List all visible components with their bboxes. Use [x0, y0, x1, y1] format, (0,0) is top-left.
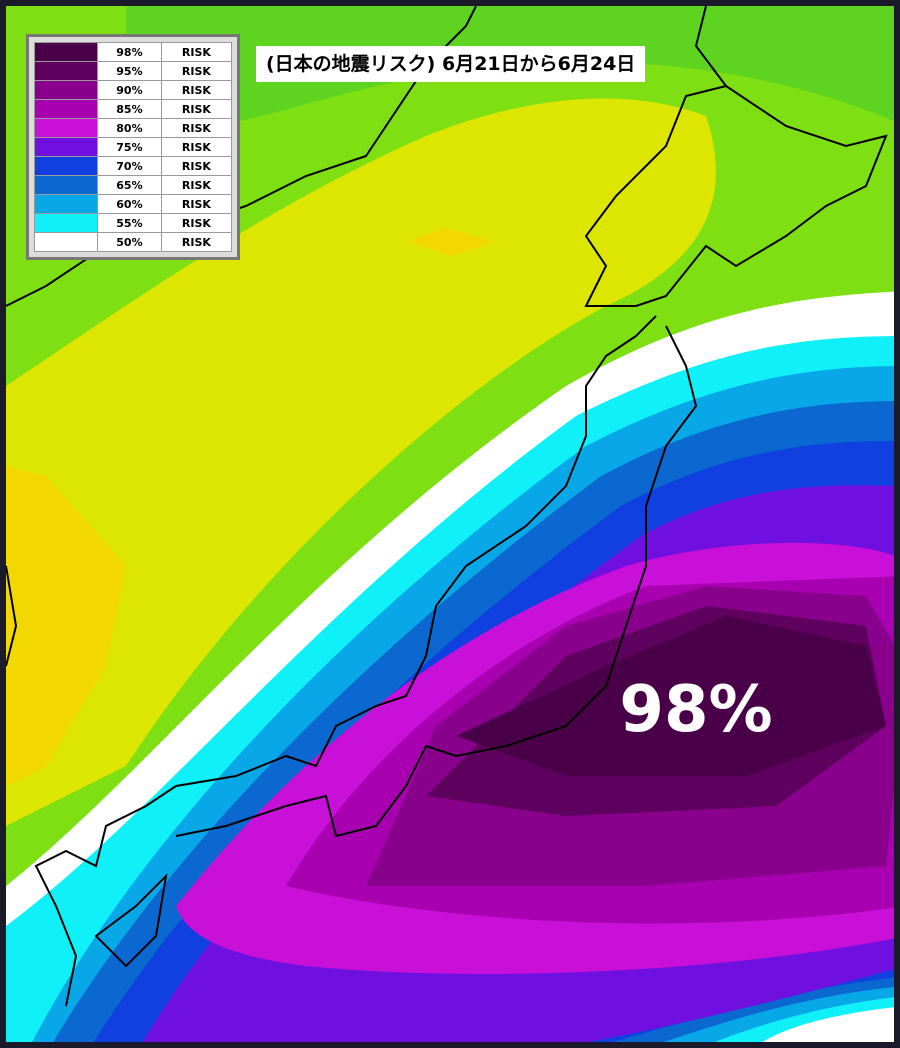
map-title: (日本の地震リスク) 6月21日から6月24日	[256, 46, 646, 82]
legend-label: 55%	[97, 213, 162, 233]
legend-swatch	[34, 99, 98, 119]
legend-row: 75% RISK	[34, 137, 233, 157]
coastline	[694, 6, 727, 87]
legend-row: 95% RISK	[34, 61, 233, 81]
risk-map: 98%	[6, 6, 894, 1042]
orange-zone	[406, 228, 496, 256]
legend-risk: RISK	[160, 194, 233, 214]
legend-risk: RISK	[160, 118, 233, 138]
legend-label: 80%	[97, 118, 162, 138]
legend: 98% RISK 95% RISK 90% RISK 85% RISK 80% RISK 75% RI…	[26, 34, 240, 260]
outer-zone	[126, 6, 894, 131]
legend-row: 85% RISK	[34, 99, 233, 119]
legend-swatch	[34, 156, 98, 176]
legend-row: 90% RISK	[34, 80, 233, 100]
coastline	[34, 315, 657, 1007]
legend-label: 98%	[97, 42, 162, 62]
yellow-zone	[6, 98, 716, 827]
legend-row: 55% RISK	[34, 213, 233, 233]
legend-swatch	[34, 175, 98, 195]
legend-swatch	[34, 137, 98, 157]
legend-label: 70%	[97, 156, 162, 176]
legend-risk: RISK	[160, 213, 233, 233]
legend-risk: RISK	[160, 137, 233, 157]
legend-row: 70% RISK	[34, 156, 233, 176]
legend-risk: RISK	[160, 61, 233, 81]
risk-band	[456, 616, 886, 776]
legend-row: 80% RISK	[34, 118, 233, 138]
legend-risk: RISK	[160, 42, 233, 62]
legend-swatch	[34, 61, 98, 81]
legend-risk: RISK	[160, 99, 233, 119]
legend-label: 50%	[97, 232, 162, 252]
coastline	[175, 325, 698, 838]
legend-row: 98% RISK	[34, 42, 233, 62]
legend-swatch	[34, 42, 98, 62]
legend-label: 90%	[97, 80, 162, 100]
legend-table: 98% RISK 95% RISK 90% RISK 85% RISK 80% RISK 75% RI…	[34, 42, 233, 252]
coastline	[94, 873, 168, 968]
legend-swatch	[34, 194, 98, 214]
legend-label: 65%	[97, 175, 162, 195]
coastline	[584, 84, 888, 307]
legend-label: 95%	[97, 61, 162, 81]
risk-bands	[6, 291, 894, 1042]
coastline	[6, 565, 18, 667]
legend-risk: RISK	[160, 175, 233, 195]
legend-label: 60%	[97, 194, 162, 214]
legend-row: 65% RISK	[34, 175, 233, 195]
legend-swatch	[34, 232, 98, 252]
legend-row: 60% RISK	[34, 194, 233, 214]
orange-zone	[6, 466, 126, 786]
legend-swatch	[34, 118, 98, 138]
legend-label: 75%	[97, 137, 162, 157]
legend-risk: RISK	[160, 80, 233, 100]
map-label: 98%	[619, 673, 772, 747]
legend-row: 50% RISK	[34, 232, 233, 252]
legend-risk: RISK	[160, 232, 233, 252]
legend-label: 85%	[97, 99, 162, 119]
legend-swatch	[34, 213, 98, 233]
legend-swatch	[34, 80, 98, 100]
legend-risk: RISK	[160, 156, 233, 176]
